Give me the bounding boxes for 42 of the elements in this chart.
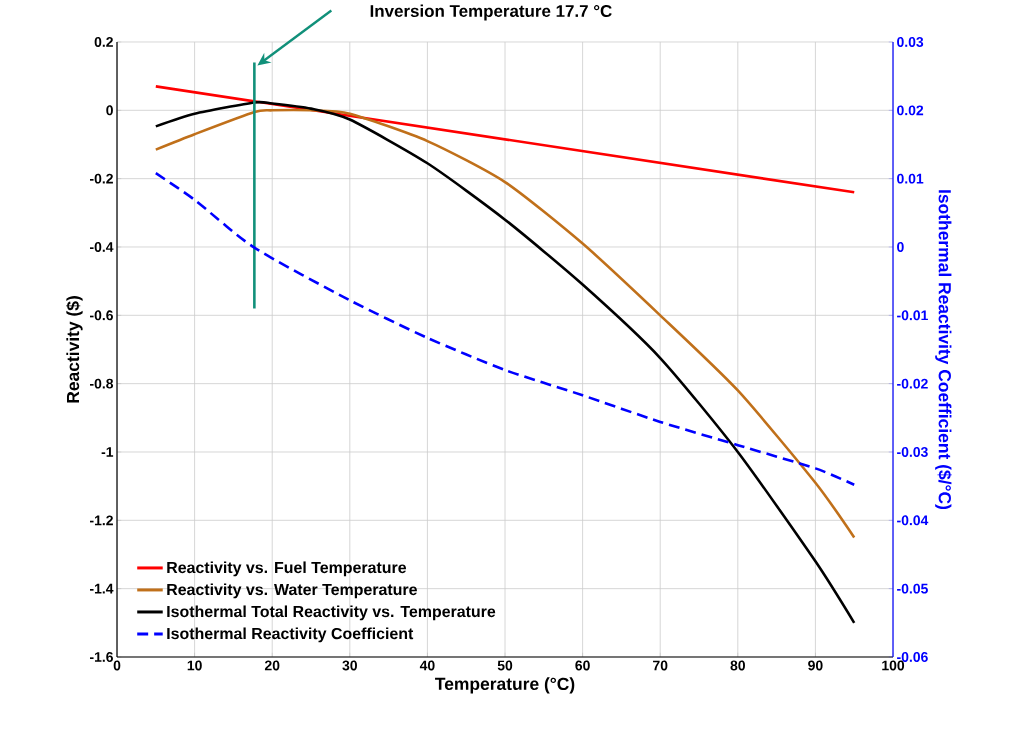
legend-label: Isothermal Reactivity Coefficient (167, 627, 414, 643)
y-tick-label: -0.4 (90, 242, 114, 252)
y2-tick-label: 0.01 (897, 173, 924, 184)
x-tick-label: 10 (187, 660, 202, 671)
text: Inversion Temperature 17.7 °C (370, 4, 612, 21)
x-axis-title: Temperature (°C) (435, 677, 575, 694)
x-tick-label: 40 (419, 660, 435, 671)
y2-axis-title: Isothermal Reactivity Coefficient ($/°C) (935, 190, 952, 510)
x-tick-label: 0 (113, 660, 121, 671)
y2-tick-label: -0.05 (897, 583, 928, 594)
y-tick-label: -1.4 (90, 583, 114, 594)
y2-tick-label: 0 (897, 242, 904, 252)
x-tick-label: 100 (882, 660, 905, 671)
x-tick-label: 60 (575, 660, 590, 671)
y-tick-label: -0.6 (90, 310, 113, 321)
legend-label: Isothermal Total Reactivity vs. Temperature (167, 605, 496, 621)
x-tick-label: 80 (730, 660, 745, 671)
x-tick-label: 90 (808, 660, 823, 671)
y2-tick-label: -0.01 (897, 310, 928, 321)
line-series (154, 171, 856, 487)
x-tick-label: 70 (653, 660, 668, 671)
line-series (154, 108, 856, 539)
y-tick-label: -1.6 (90, 652, 113, 662)
y2-tick-label: -0.03 (897, 447, 928, 457)
y-tick-label: -0.8 (90, 378, 114, 389)
y-tick-label: -1 (101, 447, 114, 457)
x-tick-label: 50 (497, 660, 513, 671)
y-tick-label: 0 (106, 105, 113, 116)
y2-tick-label: 0.03 (897, 37, 924, 47)
y2-tick-label: -0.06 (897, 652, 928, 662)
x-tick-label: 20 (264, 660, 280, 671)
legend-label: Reactivity vs. Water Temperature (167, 583, 417, 599)
y-tick-label: -1.2 (90, 515, 113, 526)
y2-tick-label: -0.04 (897, 515, 929, 526)
y-tick-label: -0.2 (90, 173, 113, 184)
line-series (154, 100, 856, 625)
y-tick-label: 0.2 (94, 37, 113, 47)
y2-tick-label: -0.02 (897, 378, 928, 389)
legend-label: Reactivity vs. Fuel Temperature (167, 561, 407, 577)
x-tick-label: 30 (342, 660, 357, 671)
y-axis-title: Reactivity ($) (66, 296, 83, 403)
y2-tick-label: 0.02 (897, 105, 924, 116)
